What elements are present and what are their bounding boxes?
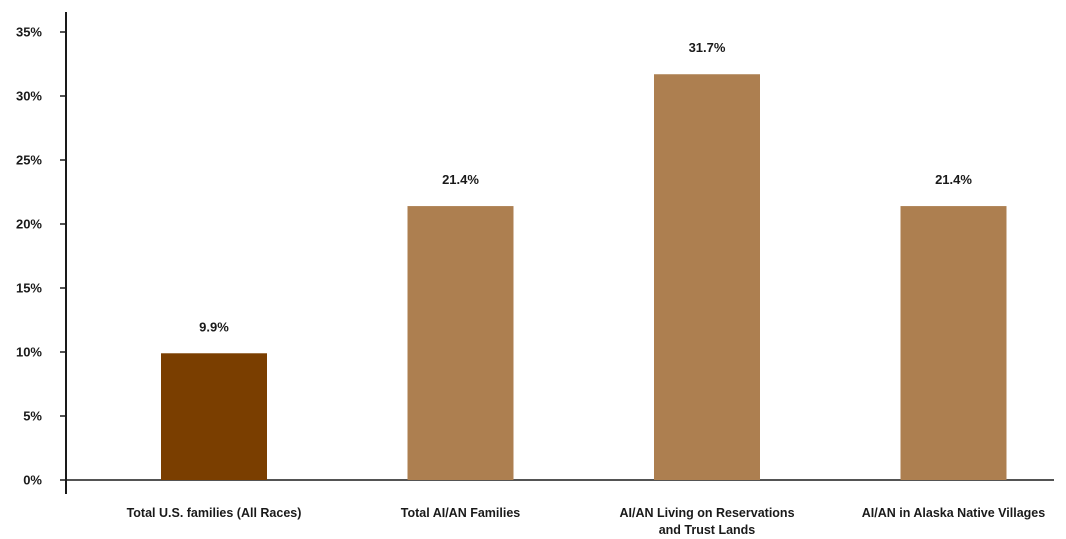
x-category-label: and Trust Lands: [659, 523, 756, 537]
y-tick-label: 30%: [16, 89, 42, 104]
x-category-label: AI/AN in Alaska Native Villages: [862, 506, 1045, 520]
y-tick-label: 25%: [16, 153, 42, 168]
y-tick-label: 5%: [23, 409, 42, 424]
y-tick-label: 20%: [16, 217, 42, 232]
labels-group: 9.9% Total U.S. families (All Races) 21.4%…: [127, 40, 1046, 537]
data-label: 21.4%: [442, 172, 479, 187]
data-label: 21.4%: [935, 172, 972, 187]
data-label: 9.9%: [199, 319, 229, 334]
y-tick-label: 0%: [23, 473, 42, 488]
x-category-label: AI/AN Living on Reservations: [619, 506, 794, 520]
bar: [161, 353, 267, 480]
data-label: 31.7%: [689, 40, 726, 55]
bar: [654, 74, 760, 481]
x-category-label: Total U.S. families (All Races): [127, 506, 302, 520]
bar: [900, 206, 1007, 480]
bar: [407, 206, 514, 480]
y-tick-label: 10%: [16, 345, 42, 360]
bars-group: [161, 74, 1007, 481]
y-tick-label: 15%: [16, 281, 42, 296]
x-category-label: Total AI/AN Families: [401, 506, 521, 520]
y-tick-label: 35%: [16, 25, 42, 40]
